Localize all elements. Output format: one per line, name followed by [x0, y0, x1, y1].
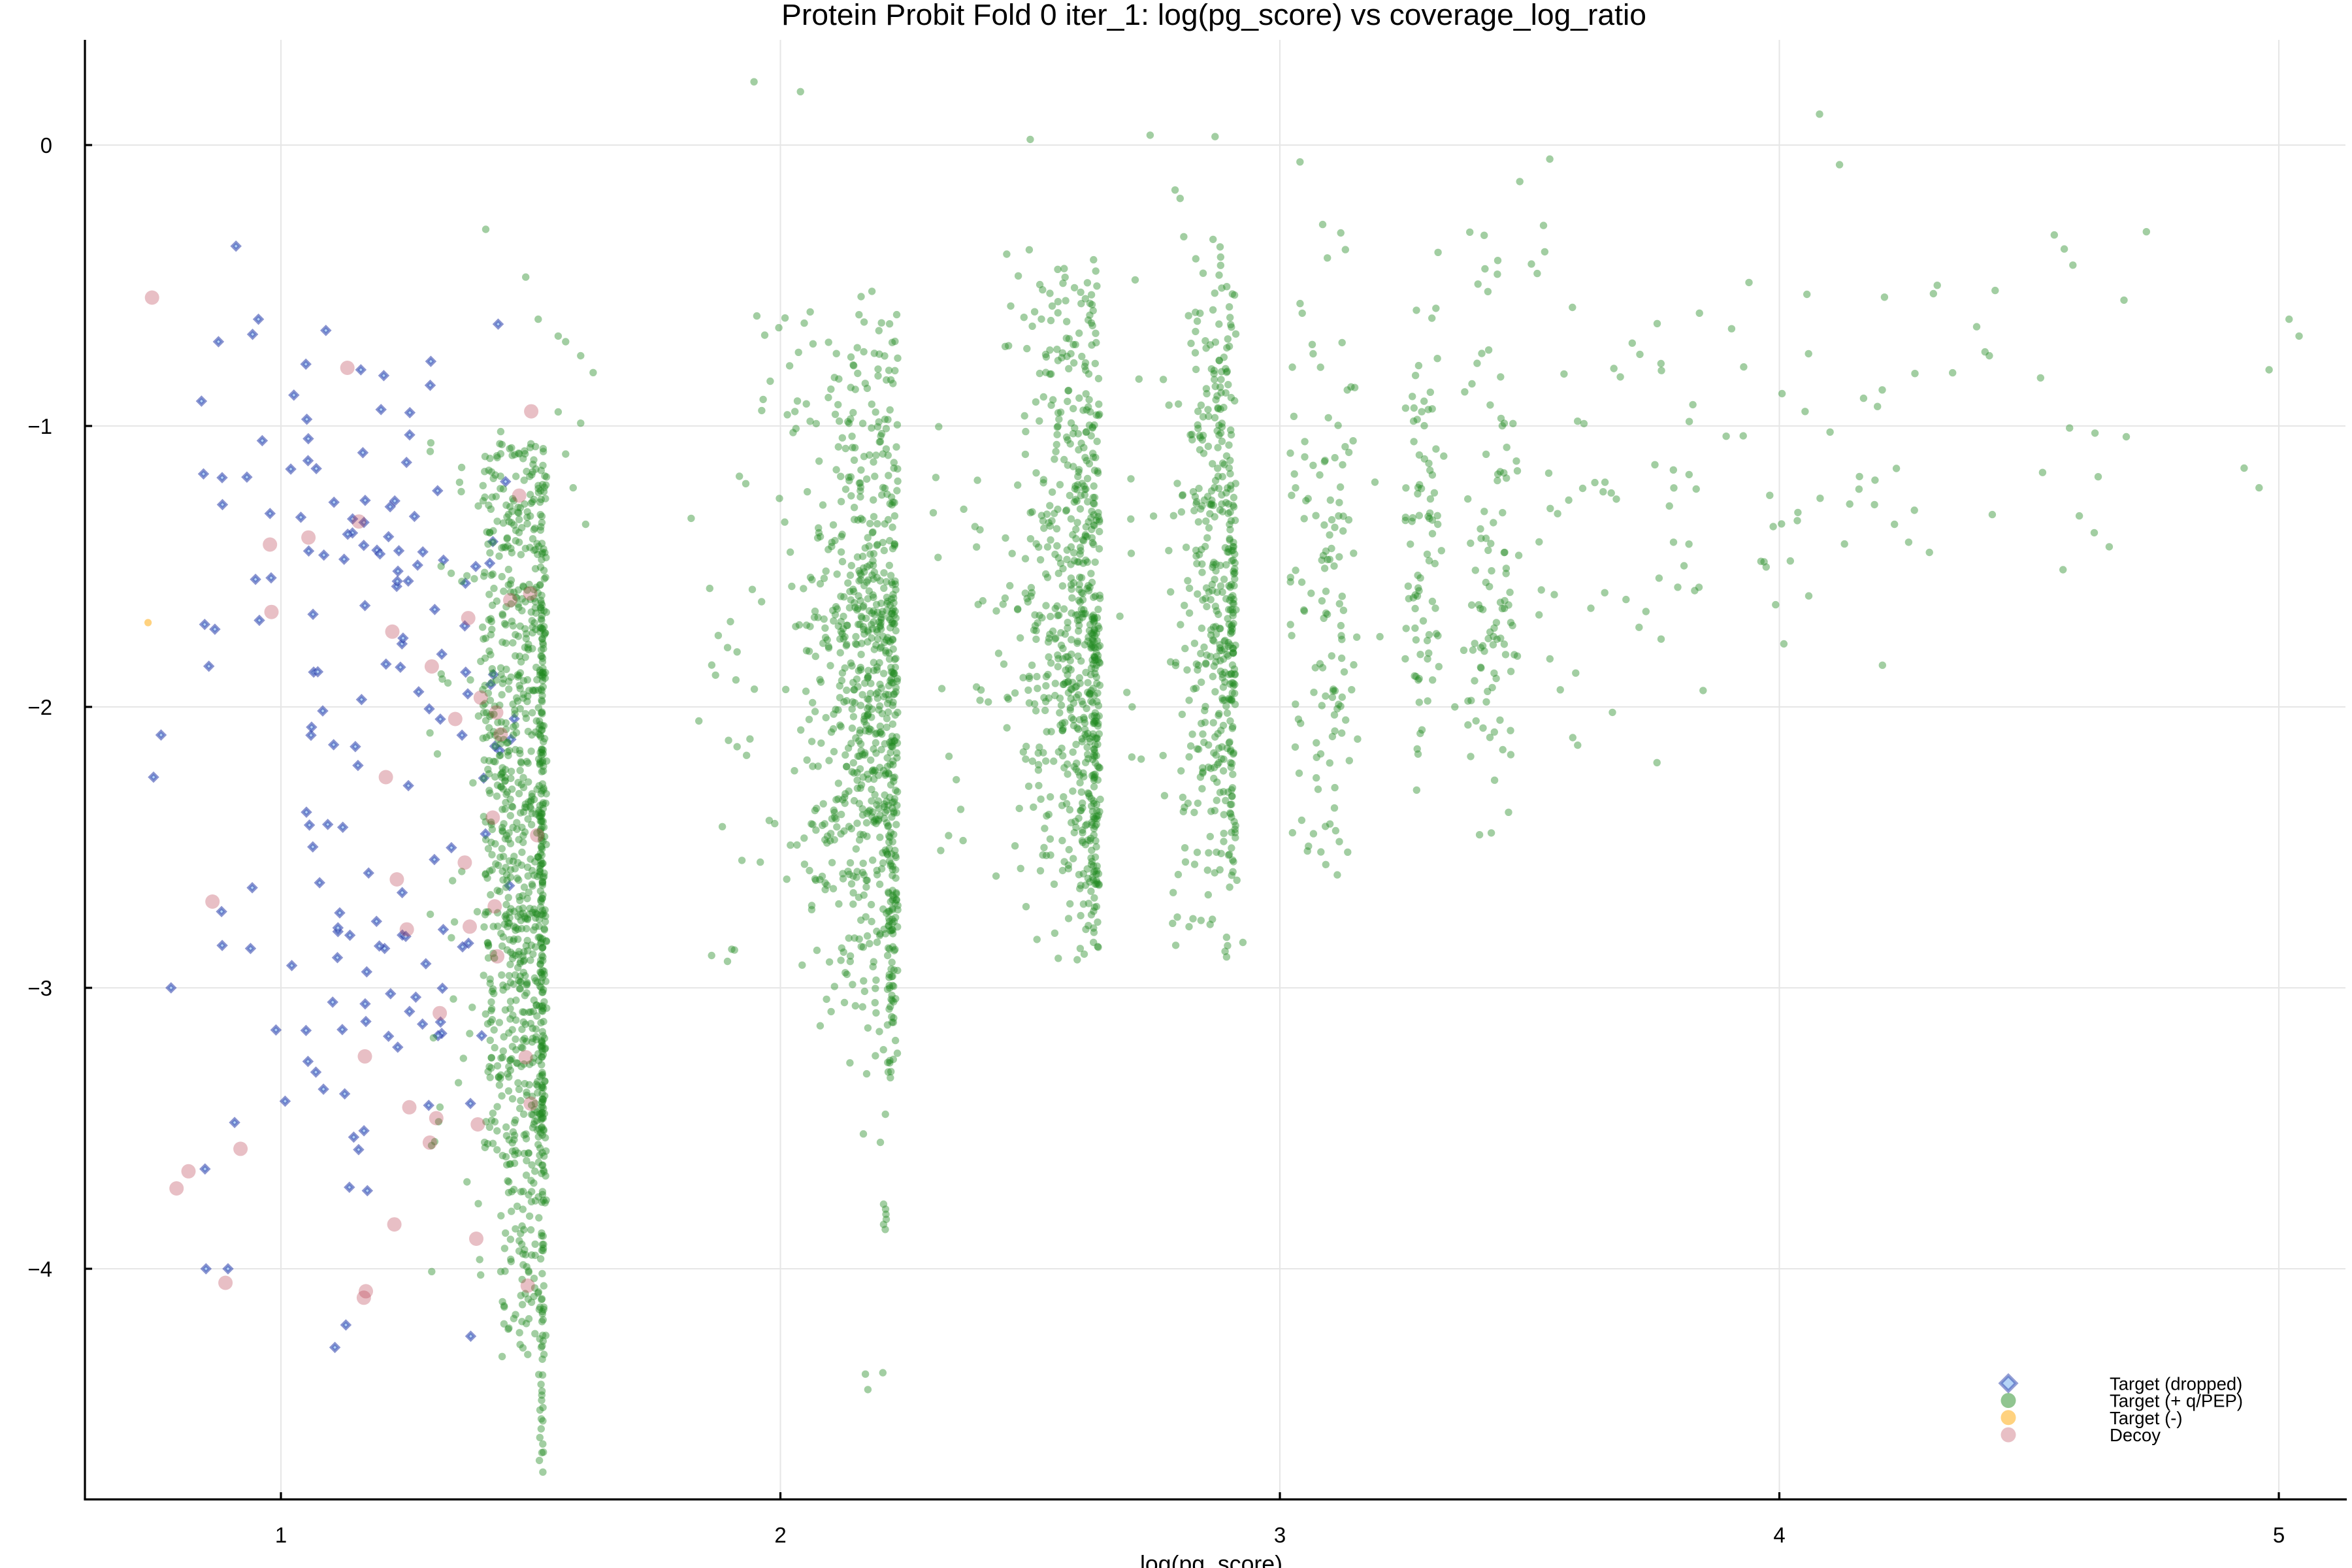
- svg-text:2: 2: [774, 1523, 786, 1547]
- svg-text:Decoy: Decoy: [2110, 1425, 2161, 1445]
- svg-text:log(pg_score): log(pg_score): [1140, 1550, 1282, 1568]
- svg-text:Protein Probit Fold 0 iter_1:: Protein Probit Fold 0 iter_1: log(pg_sco…: [781, 0, 1646, 31]
- svg-text:1: 1: [275, 1523, 287, 1547]
- svg-text:3: 3: [1274, 1523, 1286, 1547]
- svg-text:−2: −2: [27, 695, 52, 719]
- svg-text:−4: −4: [27, 1257, 52, 1281]
- svg-text:4: 4: [1773, 1523, 1785, 1547]
- svg-text:−1: −1: [27, 414, 52, 438]
- svg-text:5: 5: [2273, 1523, 2285, 1547]
- svg-text:−3: −3: [27, 976, 52, 1000]
- svg-text:0: 0: [41, 133, 52, 157]
- svg-text:Target (+ q/PEP): Target (+ q/PEP): [2110, 1391, 2243, 1411]
- svg-text:Target (dropped): Target (dropped): [2110, 1373, 2242, 1394]
- svg-text:Target (-): Target (-): [2110, 1408, 2183, 1428]
